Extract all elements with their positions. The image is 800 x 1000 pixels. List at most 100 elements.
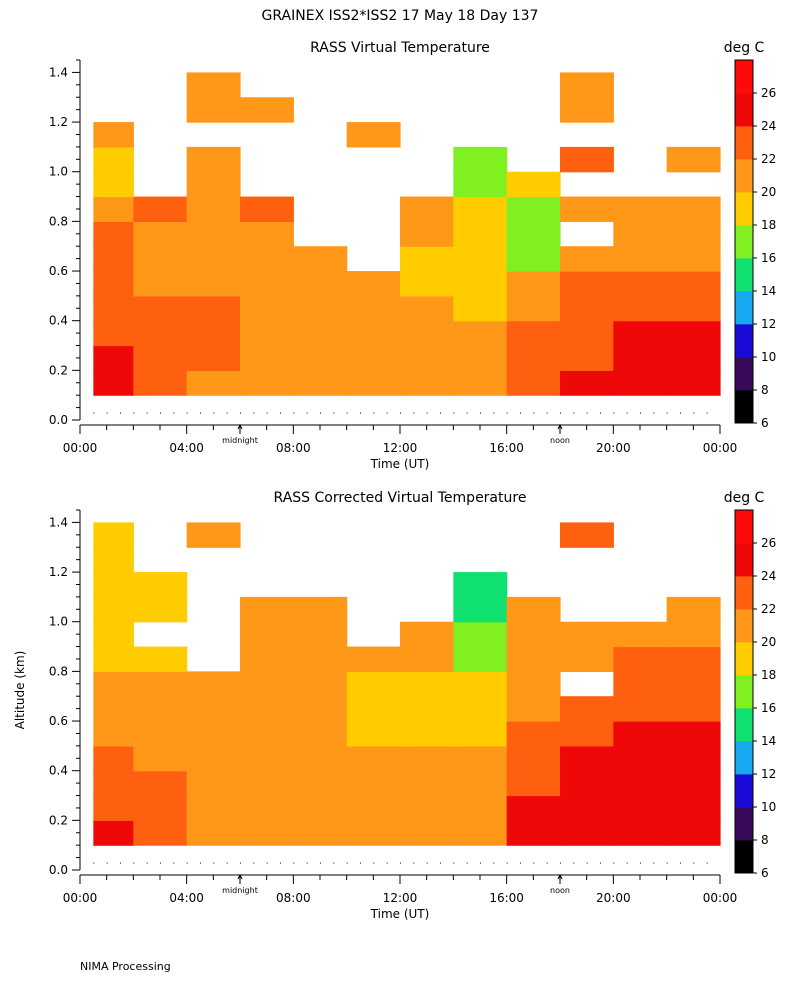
gate-dot [666, 862, 668, 864]
heatmap-cell [506, 820, 561, 846]
heatmap-cell [93, 295, 134, 322]
heatmap-cell [346, 770, 401, 797]
y-tick-label: 1.0 [49, 615, 68, 629]
x-tick-label: 04:00 [169, 891, 204, 905]
colorbar-swatch [735, 258, 753, 292]
heatmap-cell [346, 671, 401, 697]
heatmap-cell [133, 221, 188, 247]
heatmap-cell [346, 696, 401, 722]
heatmap-cell [666, 271, 721, 297]
heatmap-cell [613, 295, 668, 322]
y-tick-label: 0.4 [49, 314, 68, 328]
gate-dot [466, 412, 468, 414]
gate-dot [546, 862, 548, 864]
heatmap-cell [400, 345, 454, 371]
y-tick-label: 0.6 [49, 264, 68, 278]
heatmap-cell [400, 770, 454, 797]
heatmap-cell [453, 370, 508, 396]
heatmap-cell [560, 795, 614, 821]
gate-dot [293, 862, 295, 864]
gate-dot [293, 412, 295, 414]
gate-dot [226, 862, 228, 864]
gate-dot [346, 862, 348, 864]
heatmap-cell [293, 621, 348, 648]
heatmap-cell [453, 671, 508, 697]
heatmap-cell [186, 770, 241, 797]
x-tick-label: 00:00 [63, 441, 98, 455]
heatmap-cell [400, 721, 454, 747]
heatmap-cell [453, 721, 508, 747]
heatmap-cell [560, 295, 614, 322]
panel-title: RASS Corrected Virtual Temperature [274, 490, 527, 506]
heatmap-cell [240, 646, 294, 672]
heatmap-cell [453, 745, 508, 772]
arrow-up-icon [237, 873, 243, 880]
heatmap-cell [93, 646, 134, 672]
heatmap-cell [186, 820, 241, 846]
heatmap-cell [186, 171, 241, 198]
gate-dot [266, 862, 268, 864]
gate-dot [520, 862, 521, 864]
arrow-up-icon [557, 873, 563, 880]
heatmap-cell [666, 671, 721, 697]
heatmap-cell [400, 646, 454, 672]
heatmap-cell [506, 370, 561, 396]
heatmap-cell [93, 696, 134, 722]
colorbar-swatch [735, 159, 753, 193]
arrow-up-icon [557, 423, 563, 430]
x-axis-label: Time (UT) [370, 907, 430, 921]
heatmap-cell [400, 271, 454, 297]
gate-dot [240, 862, 241, 864]
gate-dot [626, 412, 628, 414]
heatmap-cell [613, 345, 668, 371]
heatmap-cell [560, 320, 614, 347]
gate-dot [546, 412, 548, 414]
gate-dot [560, 412, 561, 414]
gate-dot [413, 862, 415, 864]
heatmap-cell [666, 696, 721, 722]
gate-dot [386, 862, 388, 864]
gate-dot [440, 862, 441, 864]
heatmap-cell [453, 621, 508, 648]
heatmap-cell [666, 596, 721, 623]
heatmap-cell [240, 770, 294, 797]
y-axis-label: Altitude (km) [13, 651, 27, 730]
heatmap-cell [293, 820, 348, 846]
colorbar-tick-label: 22 [761, 152, 776, 166]
colorbar-swatch [735, 324, 753, 358]
colorbar-tick-label: 24 [761, 569, 776, 583]
heatmap-cell [400, 795, 454, 821]
heatmap-cell [186, 345, 241, 371]
gate-dot [426, 412, 428, 414]
gate-dot [613, 862, 615, 864]
gate-dot [360, 862, 361, 864]
x-tick-label: 00:00 [63, 891, 98, 905]
heatmap-cell [186, 522, 241, 548]
heatmap-cell [400, 246, 454, 272]
gate-dot [573, 862, 575, 864]
heatmap-cell [666, 246, 721, 272]
colorbar-tick-label: 20 [761, 185, 776, 199]
heatmap-cell [560, 97, 614, 123]
heatmap-cell [346, 295, 401, 322]
y-tick-label: 0.2 [49, 813, 68, 827]
heatmap-cell [400, 196, 454, 222]
gate-dot [640, 412, 641, 414]
heatmap-cell [93, 820, 134, 846]
panel-virtual-temperature: RASS Virtual Temperature 0.0 0.2 0.4 0.6 0.8 1… [49, 40, 776, 471]
colorbar-swatch [735, 225, 753, 259]
heatmap-cell [453, 646, 508, 672]
heatmap-cell [93, 320, 134, 347]
heatmap-cell [346, 745, 401, 772]
heatmap-cell [453, 171, 508, 198]
heatmap-cell [346, 320, 401, 347]
colorbar-tick-label: 12 [761, 767, 776, 781]
heatmap-cell [400, 671, 454, 697]
local-time-label: noon [550, 436, 570, 445]
heatmap-cell [93, 246, 134, 272]
heatmap-cell [133, 345, 188, 371]
heatmap-cell [93, 271, 134, 297]
heatmap-cell [666, 221, 721, 247]
heatmap-cell [666, 146, 721, 173]
